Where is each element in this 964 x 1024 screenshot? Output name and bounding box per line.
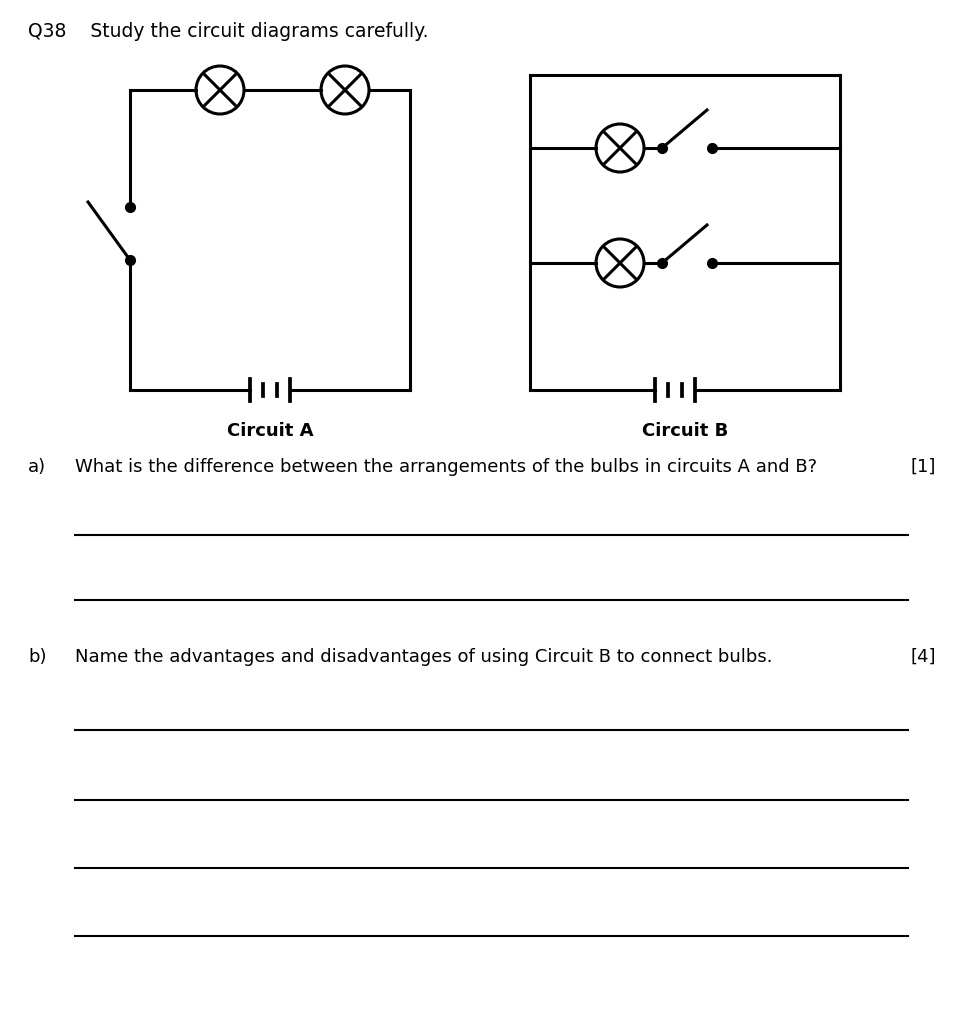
Text: [1]: [1] xyxy=(911,458,936,476)
Text: Q38    Study the circuit diagrams carefully.: Q38 Study the circuit diagrams carefully… xyxy=(28,22,429,41)
Text: Circuit B: Circuit B xyxy=(642,422,728,440)
Text: [4]: [4] xyxy=(911,648,936,666)
Text: b): b) xyxy=(28,648,46,666)
Text: Circuit A: Circuit A xyxy=(227,422,313,440)
Text: a): a) xyxy=(28,458,46,476)
Text: What is the difference between the arrangements of the bulbs in circuits A and B: What is the difference between the arran… xyxy=(75,458,817,476)
Text: Name the advantages and disadvantages of using Circuit B to connect bulbs.: Name the advantages and disadvantages of… xyxy=(75,648,772,666)
